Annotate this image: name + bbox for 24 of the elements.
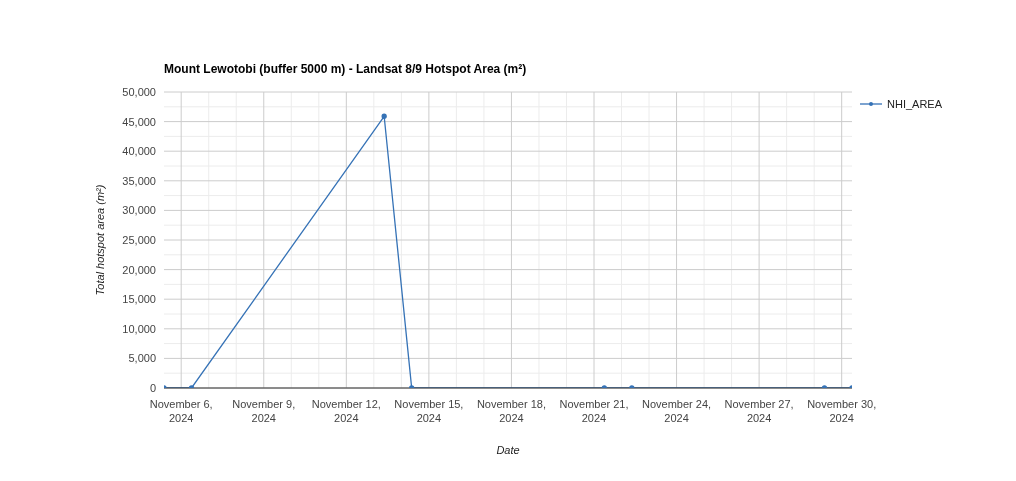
y-tick-label: 20,000: [122, 263, 156, 276]
y-tick-label: 50,000: [122, 85, 156, 98]
y-tick-label: 35,000: [122, 174, 156, 187]
y-tick-label: 30,000: [122, 204, 156, 217]
y-tick-label: 40,000: [122, 145, 156, 158]
x-tick-label: November 24, 2024: [642, 398, 712, 424]
chart-title: Mount Lewotobi (buffer 5000 m) - Landsat 8/9 Hotspot Area (m²): [164, 62, 527, 76]
x-tick-label: November 18, 2024: [476, 398, 546, 424]
x-tick-label: November 30, 2024: [807, 398, 877, 424]
y-tick-label: 5,000: [128, 352, 156, 365]
y-tick-label: 0: [149, 381, 156, 394]
x-tick-label: November 21, 2024: [559, 398, 629, 424]
x-tick-label: November 6, 2024: [149, 398, 213, 424]
y-tick-label: 15,000: [122, 293, 156, 306]
x-tick-label: November 27, 2024: [724, 398, 794, 424]
y-tick-label: 45,000: [122, 115, 156, 128]
y-tick-label: 25,000: [122, 233, 156, 246]
x-axis-title: Date: [496, 444, 520, 456]
legend-label: NHI_AREA: [887, 98, 943, 110]
x-tick-label: November 12, 2024: [311, 398, 381, 424]
x-tick-label: November 15, 2024: [394, 398, 464, 424]
y-tick-label: 10,000: [122, 322, 156, 335]
y-axis-title: Total hotspot area (m²): [94, 184, 106, 296]
x-tick-label: November 9, 2024: [232, 398, 296, 424]
